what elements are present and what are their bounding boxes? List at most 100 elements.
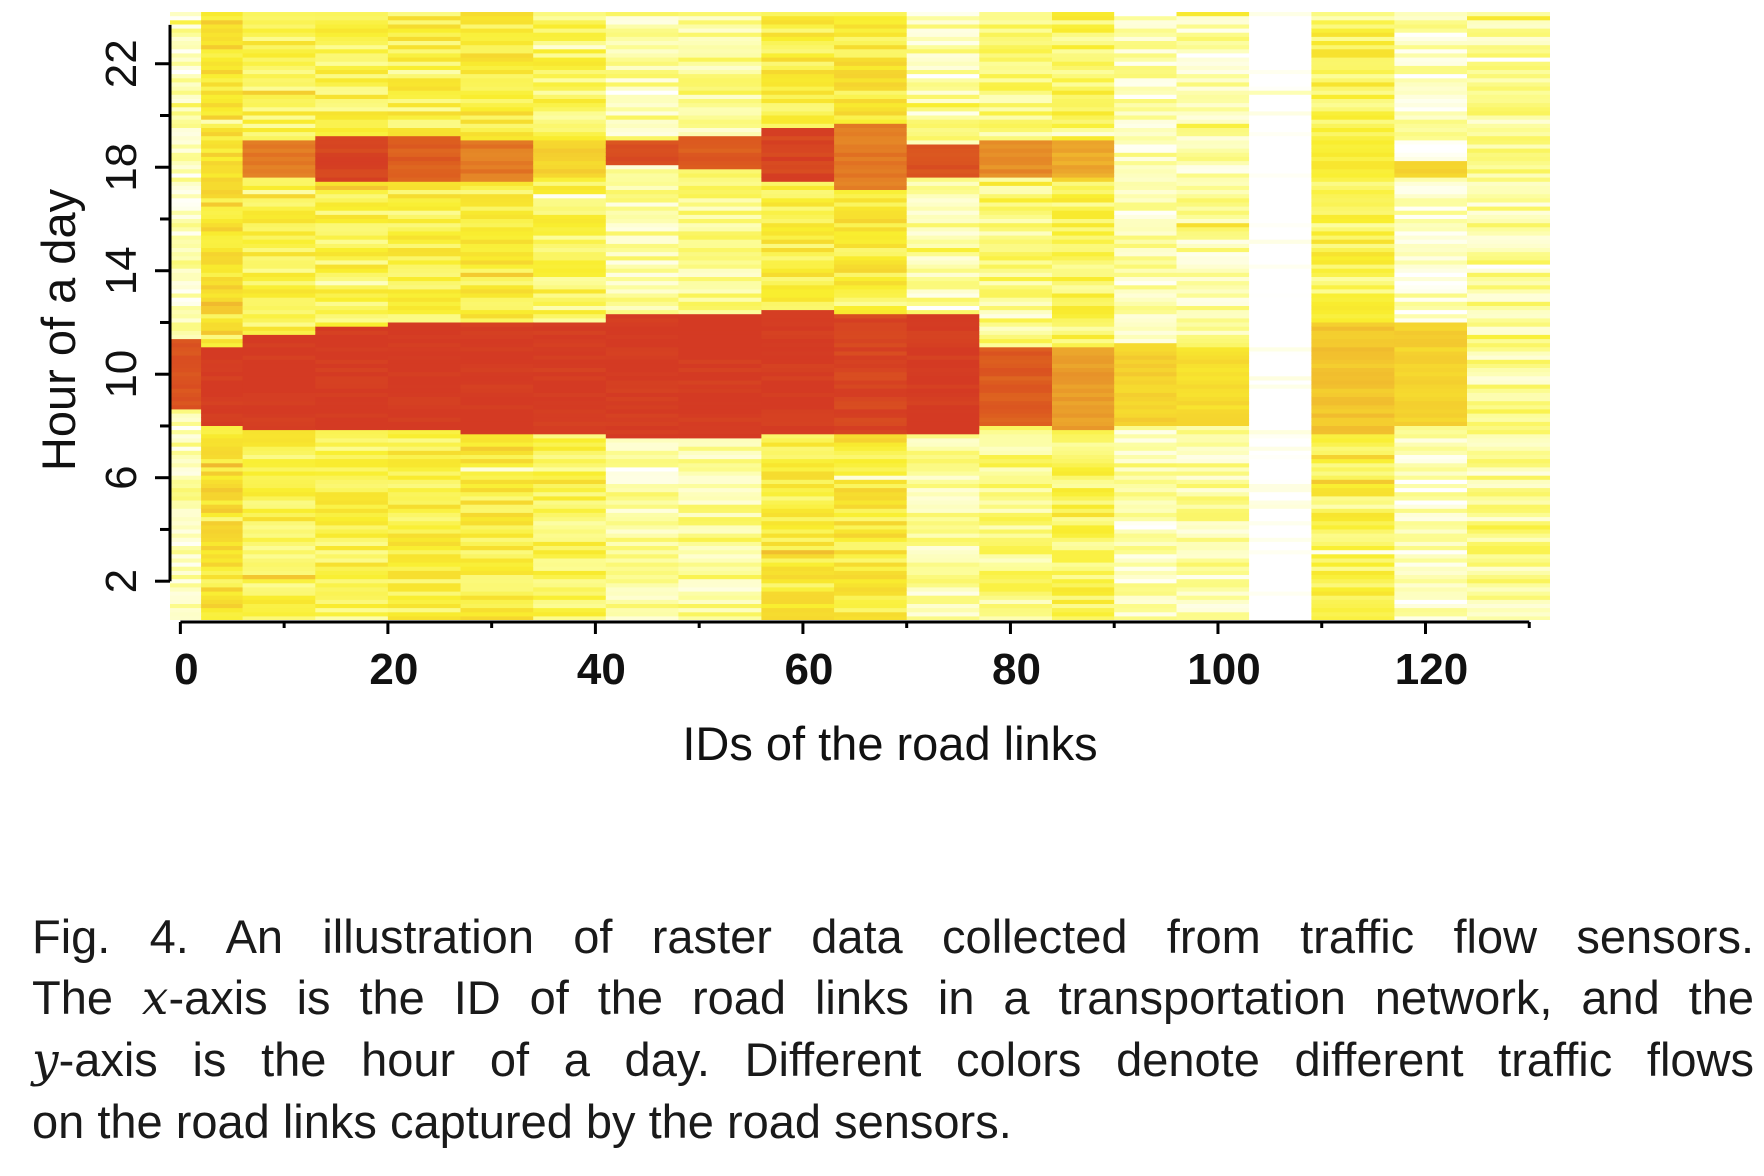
heatmap-cell [1249,90,1312,95]
heatmap-cell [834,442,908,447]
heatmap-cell [387,566,462,571]
heatmap-cell [242,421,316,426]
heatmap-cell [906,520,980,526]
heatmap-cell [1394,206,1468,211]
heatmap-cell [170,595,202,600]
heatmap-cell [1052,189,1115,195]
heatmap-cell [979,23,1053,29]
heatmap-cell [387,251,462,257]
heatmap-cell [533,603,607,609]
heatmap-cell [460,81,534,87]
heatmap-cell [1311,458,1395,464]
heatmap-cell [678,90,762,95]
heatmap-cell [1176,172,1250,178]
heatmap-cell [979,218,1053,224]
heatmap-cell [678,110,762,116]
heatmap-cell [1114,528,1178,534]
heatmap-cell [1249,479,1312,484]
heatmap-cell [1114,268,1178,273]
heatmap-cell [242,392,316,397]
heatmap-cell [761,313,835,319]
heatmap-cell [834,40,908,46]
heatmap-cell [906,110,980,116]
heatmap-cell [533,586,607,592]
heatmap-cell [605,172,679,178]
heatmap-cell [906,201,980,207]
heatmap-cell [460,90,534,95]
heatmap-cell [533,591,607,596]
heatmap-cell [170,44,202,50]
heatmap-cell [201,533,244,538]
heatmap-cell [1467,508,1550,513]
heatmap-cell [1052,218,1115,224]
heatmap-cell [460,355,534,360]
heatmap-cell [1249,152,1312,157]
heatmap-cell [678,359,762,364]
heatmap-cell [1176,210,1250,215]
heatmap-cell [761,379,835,385]
heatmap-cell [1052,437,1115,443]
heatmap-cell [678,595,762,600]
heatmap-cell [1467,487,1550,493]
heatmap-cell [1311,363,1395,368]
heatmap-cell [834,15,908,21]
heatmap-cell [906,516,980,522]
heatmap-cell [834,359,908,364]
heatmap-cell [533,222,607,228]
heatmap-cell [242,524,316,530]
heatmap-cell [1467,408,1550,414]
heatmap-cell [460,309,534,315]
heatmap-cell [1176,201,1250,207]
heatmap-cell [1176,342,1250,348]
heatmap-cell [834,458,908,464]
heatmap-cell [1176,177,1250,182]
heatmap-cell [1052,73,1115,79]
heatmap-cell [1176,462,1250,468]
heatmap-cell [1176,276,1250,282]
heatmap-cell [242,607,316,613]
heatmap-cell [460,214,534,219]
heatmap-cell [834,280,908,286]
heatmap-cell [1052,417,1115,422]
heatmap-cell [460,520,534,526]
heatmap-cell [242,520,316,526]
heatmap-cell [1114,541,1178,546]
heatmap-cell [201,400,244,406]
heatmap-cell [201,259,244,265]
heatmap-cell [678,235,762,240]
heatmap-cell [605,504,679,509]
heatmap-cell [242,549,316,555]
heatmap-cell [678,239,762,244]
heatmap-cell [201,12,244,17]
heatmap-cell [201,475,244,480]
heatmap-cell [979,268,1053,273]
heatmap-cell [533,537,607,542]
heatmap-cell [1052,309,1115,315]
heatmap-cell [1467,152,1550,157]
heatmap-cell [170,599,202,604]
heatmap-cell [1467,218,1550,224]
heatmap-cell [678,255,762,261]
y-tick-label: 18 [97,143,146,192]
heatmap-cell [387,491,462,497]
heatmap-cell [460,578,534,584]
heatmap-cell [387,73,462,79]
heatmap-cell [1467,201,1550,207]
heatmap-cell [1249,36,1312,41]
heatmap-cell [678,404,762,410]
heatmap-cell [315,491,389,497]
heatmap-cell [1249,247,1312,253]
heatmap-cell [1467,305,1550,311]
heatmap-cell [1114,148,1178,153]
heatmap-cell [834,305,908,311]
heatmap-cell [979,446,1053,451]
heatmap-cell [170,301,202,306]
heatmap-cell [906,408,980,414]
heatmap-cell [979,417,1053,422]
heatmap-cell [605,86,679,91]
heatmap-cell [605,280,679,286]
heatmap-cell [170,586,202,592]
heatmap-cell [761,119,835,124]
heatmap-cell [1249,355,1312,360]
heatmap-cell [1467,384,1550,389]
